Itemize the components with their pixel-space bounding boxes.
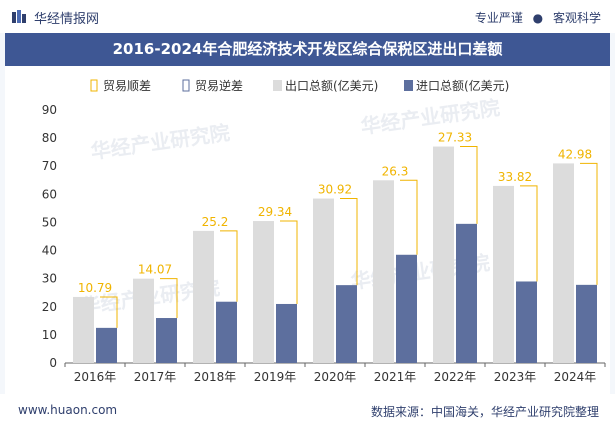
import-bar (516, 281, 537, 363)
legend-label: 贸易逆差 (195, 78, 243, 93)
import-bar (396, 254, 417, 363)
import-bar (156, 318, 177, 363)
export-bar (373, 180, 394, 363)
surplus-data-label: 27.33 (438, 131, 472, 145)
import-bar (456, 223, 477, 363)
x-tick-label: 2023年 (494, 370, 537, 384)
y-tick-label: 20 (42, 300, 57, 314)
x-tick-label: 2020年 (314, 370, 357, 384)
chart-area: 华经产业研究院 华经产业研究院 华经产业研究院 华经产业研究院 贸易顺差贸易逆差… (5, 66, 610, 394)
tagline-left: 专业严谨 (474, 11, 523, 25)
brand-name: 华经情报网 (34, 12, 100, 27)
chart-title: 2016-2024年合肥经济技术开发区综合保税区进出口差额 (112, 40, 503, 58)
legend-swatch-surplus (90, 79, 98, 92)
surplus-data-label: 42.98 (558, 147, 592, 161)
data-source: 数据来源：中国海关，华经产业研究院整理 (370, 405, 599, 419)
surplus-bracket (100, 296, 118, 328)
legend-label: 贸易顺差 (103, 79, 151, 93)
x-tick-label: 2016年 (74, 370, 117, 384)
surplus-data-label: 33.82 (498, 170, 532, 184)
export-bar (253, 221, 274, 363)
surplus-data-label: 14.07 (138, 263, 172, 277)
footer-url: www.huaon.com (18, 403, 118, 417)
surplus-bracket (580, 162, 598, 285)
import-bar (276, 303, 297, 363)
surplus-data-label: 10.79 (78, 281, 112, 295)
export-bar (433, 146, 454, 363)
x-tick-label: 2022年 (434, 370, 477, 384)
export-bar (73, 296, 94, 363)
legend-label: 出口总额(亿美元) (285, 78, 378, 93)
legend-label: 进口总额(亿美元) (416, 78, 509, 93)
tagline: 专业严谨 ● 客观科学 (475, 9, 601, 26)
legend-swatch-export (273, 80, 282, 91)
y-tick-label: 90 (42, 103, 57, 117)
x-tick-label: 2021年 (374, 370, 417, 384)
surplus-bracket (400, 179, 418, 255)
surplus-data-label: 30.92 (318, 183, 352, 197)
surplus-bracket (220, 230, 238, 302)
import-bar (336, 285, 357, 363)
surplus-data-label: 25.2 (202, 215, 229, 229)
x-tick-label: 2017年 (134, 370, 177, 384)
footer: www.huaon.com 数据来源：中国海关，华经产业研究院整理 (0, 394, 615, 427)
y-tick-label: 60 (42, 187, 57, 201)
export-bar (193, 230, 214, 363)
export-bar (313, 198, 334, 363)
surplus-data-label: 26.3 (382, 164, 409, 178)
surplus-bracket (340, 198, 358, 286)
export-bar (133, 278, 154, 363)
tagline-separator: ● (532, 11, 544, 25)
y-tick-label: 50 (42, 215, 57, 229)
surplus-bracket (520, 185, 538, 282)
y-tick-label: 0 (49, 356, 57, 370)
surplus-bracket (280, 220, 298, 304)
y-tick-label: 80 (42, 131, 57, 145)
x-tick-label: 2018年 (194, 370, 237, 384)
import-bar (96, 327, 117, 363)
surplus-bracket (160, 278, 178, 319)
legend-swatch-import (404, 80, 413, 91)
surplus-bracket (460, 146, 478, 224)
brand-logo-icon (12, 10, 26, 23)
x-tick-label: 2019年 (254, 370, 297, 384)
legend-swatch-deficit (182, 79, 190, 92)
y-tick-label: 10 (42, 328, 57, 342)
tagline-right: 客观科学 (552, 11, 601, 25)
import-bar (576, 284, 597, 363)
x-tick-label: 2024年 (554, 370, 597, 384)
y-tick-label: 70 (42, 159, 57, 173)
bar-chart: 贸易顺差 贸易逆差 出口总额(亿美元) 进口总额(亿美元) 0 10 20 30 40 50 60 7… (42, 78, 606, 384)
export-bar (493, 185, 514, 363)
import-bar (216, 301, 237, 363)
title-bar: 2016-2024年合肥经济技术开发区综合保税区进出口差额 (5, 33, 610, 66)
y-tick-label: 40 (42, 244, 57, 258)
y-tick-label: 30 (42, 272, 57, 286)
surplus-data-label: 29.34 (258, 205, 292, 219)
export-bar (553, 163, 574, 363)
top-bar: 华经情报网 专业严谨 ● 客观科学 (0, 0, 615, 33)
